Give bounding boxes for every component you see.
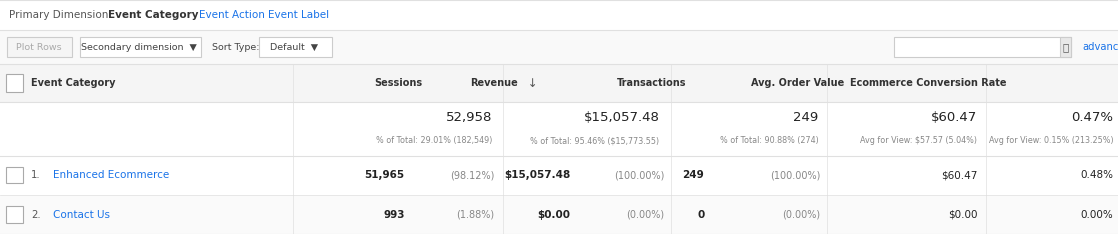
Text: 993: 993 [383,210,405,219]
Bar [6,206,23,223]
Text: $15,057.48: $15,057.48 [584,111,660,124]
Bar [6,167,23,183]
Bar [6,74,23,92]
Text: 249: 249 [683,170,704,180]
Text: Avg for View: $57.57 (5.04%): Avg for View: $57.57 (5.04%) [860,136,977,145]
Text: Sort Type:: Sort Type: [212,43,259,52]
Text: $15,057.48: $15,057.48 [504,170,570,180]
Text: $60.47: $60.47 [940,170,977,180]
Text: 249: 249 [793,111,818,124]
Text: 0.00%: 0.00% [1081,210,1114,219]
Text: Plot Rows: Plot Rows [17,43,61,52]
Text: Contact Us: Contact Us [53,210,110,219]
Text: % of Total: 95.46% ($15,773.55): % of Total: 95.46% ($15,773.55) [531,136,660,145]
Text: 2.: 2. [31,210,41,219]
Bar [80,37,201,57]
Bar [0,156,1118,195]
Text: Sessions: Sessions [375,78,423,88]
Text: (0.00%): (0.00%) [783,210,821,219]
Text: 1.: 1. [31,170,41,180]
Bar [7,37,72,57]
Text: Avg for View: 0.15% (213.25%): Avg for View: 0.15% (213.25%) [989,136,1114,145]
Text: Event Action: Event Action [199,10,265,20]
Text: Event Category: Event Category [108,10,199,20]
Text: $0.00: $0.00 [948,210,977,219]
Text: 0.48%: 0.48% [1080,170,1114,180]
Text: ↓: ↓ [524,77,538,90]
Text: (1.88%): (1.88%) [456,210,494,219]
Text: (100.00%): (100.00%) [770,170,821,180]
Bar [0,0,1118,30]
Text: ⌕: ⌕ [1062,42,1069,52]
Text: % of Total: 29.01% (182,549): % of Total: 29.01% (182,549) [376,136,492,145]
Bar [259,37,332,57]
Text: Secondary dimension  ▼: Secondary dimension ▼ [80,43,197,52]
Text: advanced: advanced [1082,42,1118,52]
Text: (98.12%): (98.12%) [449,170,494,180]
Bar [0,102,1118,156]
Text: Revenue: Revenue [470,78,518,88]
Text: (0.00%): (0.00%) [626,210,664,219]
Text: $60.47: $60.47 [931,111,977,124]
Text: Avg. Order Value: Avg. Order Value [751,78,844,88]
Bar [0,64,1118,102]
Text: 52,958: 52,958 [446,111,492,124]
Text: Transactions: Transactions [617,78,686,88]
Text: 51,965: 51,965 [364,170,405,180]
Text: Ecommerce Conversion Rate: Ecommerce Conversion Rate [850,78,1006,88]
Text: $0.00: $0.00 [537,210,570,219]
Text: Event Category: Event Category [31,78,116,88]
Bar [0,195,1118,234]
Text: Event Label: Event Label [268,10,330,20]
Text: % of Total: 90.88% (274): % of Total: 90.88% (274) [720,136,818,145]
Text: Enhanced Ecommerce: Enhanced Ecommerce [53,170,169,180]
Text: (100.00%): (100.00%) [614,170,664,180]
Bar [894,37,1071,57]
Bar [1060,37,1071,57]
Text: 0.47%: 0.47% [1071,111,1114,124]
Text: Primary Dimension:: Primary Dimension: [9,10,112,20]
Bar [0,30,1118,64]
Text: 0: 0 [698,210,704,219]
Text: Default  ▼: Default ▼ [271,43,318,52]
